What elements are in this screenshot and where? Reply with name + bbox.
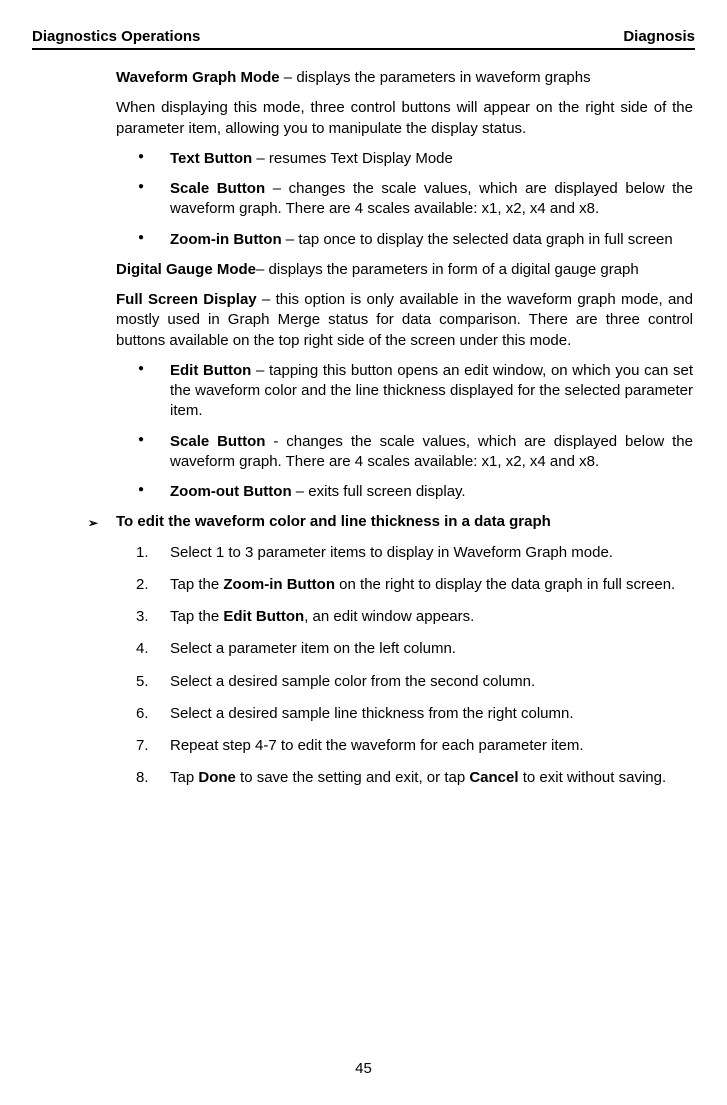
item-title: Zoom-out Button bbox=[170, 483, 292, 500]
step-text-pre: Tap bbox=[170, 769, 198, 786]
digital-heading: Digital Gauge Mode– displays the paramet… bbox=[116, 260, 693, 280]
step-text-bold: Edit Button bbox=[223, 608, 304, 625]
step-text-bold: Done bbox=[198, 769, 236, 786]
step-number: 3. bbox=[136, 607, 149, 627]
step-number: 4. bbox=[136, 639, 149, 659]
step-number: 2. bbox=[136, 575, 149, 595]
step-text-bold: Zoom-in Button bbox=[223, 576, 335, 593]
list-item: Scale Button - changes the scale values,… bbox=[116, 432, 693, 473]
list-item: Text Button – resumes Text Display Mode bbox=[116, 149, 693, 169]
step-text-bold2: Cancel bbox=[469, 769, 518, 786]
step-item: 8. Tap Done to save the setting and exit… bbox=[116, 768, 693, 788]
step-text: Select a parameter item on the left colu… bbox=[170, 640, 456, 657]
step-text-post: on the right to display the data graph i… bbox=[335, 576, 675, 593]
list-item: Zoom-out Button – exits full screen disp… bbox=[116, 482, 693, 502]
step-text: Select a desired sample line thickness f… bbox=[170, 705, 574, 722]
item-desc: – resumes Text Display Mode bbox=[252, 150, 453, 167]
step-text-mid: to save the setting and exit, or tap bbox=[236, 769, 469, 786]
task-title: To edit the waveform color and line thic… bbox=[116, 513, 551, 530]
step-item: 5. Select a desired sample color from th… bbox=[116, 672, 693, 692]
waveform-heading: Waveform Graph Mode – displays the param… bbox=[116, 68, 693, 88]
fullscreen-button-list: Edit Button – tapping this button opens … bbox=[116, 361, 693, 503]
waveform-title: Waveform Graph Mode bbox=[116, 69, 280, 86]
step-text-post: , an edit window appears. bbox=[304, 608, 474, 625]
waveform-desc: – displays the parameters in waveform gr… bbox=[280, 69, 591, 86]
page-number: 45 bbox=[32, 1036, 695, 1077]
step-list: 1. Select 1 to 3 parameter items to disp… bbox=[116, 543, 693, 789]
item-title: Scale Button bbox=[170, 180, 265, 197]
page-body: Waveform Graph Mode – displays the param… bbox=[32, 68, 695, 1036]
item-desc: – exits full screen display. bbox=[292, 483, 466, 500]
step-text-pre: Tap the bbox=[170, 576, 223, 593]
page-header: Diagnostics Operations Diagnosis bbox=[32, 28, 695, 50]
list-item: Zoom-in Button – tap once to display the… bbox=[116, 230, 693, 250]
task-heading: ➢ To edit the waveform color and line th… bbox=[88, 512, 693, 532]
fullscreen-heading: Full Screen Display – this option is onl… bbox=[116, 290, 693, 351]
step-item: 3. Tap the Edit Button, an edit window a… bbox=[116, 607, 693, 627]
step-item: 1. Select 1 to 3 parameter items to disp… bbox=[116, 543, 693, 563]
item-title: Zoom-in Button bbox=[170, 231, 282, 248]
triangle-icon: ➢ bbox=[88, 515, 98, 531]
step-text: Select 1 to 3 parameter items to display… bbox=[170, 544, 613, 561]
list-item: Edit Button – tapping this button opens … bbox=[116, 361, 693, 422]
step-number: 7. bbox=[136, 736, 149, 756]
step-number: 5. bbox=[136, 672, 149, 692]
item-title: Edit Button bbox=[170, 362, 251, 379]
page: Diagnostics Operations Diagnosis Wavefor… bbox=[0, 0, 727, 1105]
header-right: Diagnosis bbox=[623, 28, 695, 45]
item-title: Scale Button bbox=[170, 433, 265, 450]
item-desc: – tap once to display the selected data … bbox=[282, 231, 673, 248]
step-item: 4. Select a parameter item on the left c… bbox=[116, 639, 693, 659]
step-text: Repeat step 4-7 to edit the waveform for… bbox=[170, 737, 584, 754]
step-text-post2: to exit without saving. bbox=[519, 769, 667, 786]
digital-desc: – displays the parameters in form of a d… bbox=[256, 261, 639, 278]
step-text-pre: Tap the bbox=[170, 608, 223, 625]
fullscreen-title: Full Screen Display bbox=[116, 291, 257, 308]
waveform-paragraph: When displaying this mode, three control… bbox=[116, 98, 693, 139]
list-item: Scale Button – changes the scale values,… bbox=[116, 179, 693, 220]
step-item: 7. Repeat step 4-7 to edit the waveform … bbox=[116, 736, 693, 756]
step-item: 6. Select a desired sample line thicknes… bbox=[116, 704, 693, 724]
step-text: Select a desired sample color from the s… bbox=[170, 673, 535, 690]
step-number: 6. bbox=[136, 704, 149, 724]
step-item: 2. Tap the Zoom-in Button on the right t… bbox=[116, 575, 693, 595]
header-left: Diagnostics Operations bbox=[32, 28, 200, 45]
digital-title: Digital Gauge Mode bbox=[116, 261, 256, 278]
waveform-button-list: Text Button – resumes Text Display Mode … bbox=[116, 149, 693, 250]
step-number: 8. bbox=[136, 768, 149, 788]
step-number: 1. bbox=[136, 543, 149, 563]
item-title: Text Button bbox=[170, 150, 252, 167]
